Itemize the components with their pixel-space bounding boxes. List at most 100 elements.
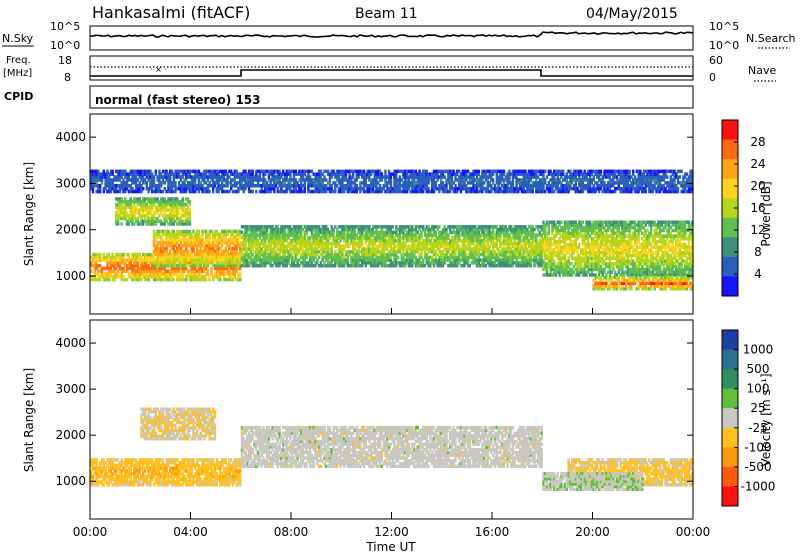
heatmap-cell xyxy=(247,227,251,232)
heatmap-cell xyxy=(267,255,271,260)
heatmap-cell xyxy=(298,236,301,240)
heatmap-cell xyxy=(172,269,175,273)
heatmap-cell xyxy=(389,250,393,254)
heatmap-cell xyxy=(416,261,419,265)
heatmap-cell xyxy=(291,244,294,248)
heatmap-cell xyxy=(242,252,245,257)
heatmap-cell xyxy=(228,272,231,276)
heatmap-cell xyxy=(262,252,265,257)
heatmap-cell xyxy=(368,252,371,257)
heatmap-cell xyxy=(387,227,391,232)
heatmap-cell xyxy=(242,239,245,243)
heatmap-cell xyxy=(271,264,274,268)
heatmap-cell xyxy=(393,244,396,248)
heatmap-cell xyxy=(158,255,161,259)
heatmap-cell xyxy=(111,269,114,273)
heatmap-cell xyxy=(265,233,269,237)
heatmap-cell xyxy=(140,266,143,271)
heatmap-cell xyxy=(357,261,360,265)
heatmap-cell xyxy=(186,275,190,279)
heatmap-cell xyxy=(404,227,407,232)
heatmap-cell xyxy=(269,230,272,235)
heatmap-cell xyxy=(357,241,360,246)
heatmap-cell xyxy=(337,236,341,240)
heatmap-cell xyxy=(296,247,299,251)
heatmap-cell xyxy=(269,252,272,257)
heatmap-cell xyxy=(418,227,421,232)
heatmap-cell xyxy=(156,244,159,248)
heatmap-cell xyxy=(152,255,156,259)
heatmap-cell xyxy=(382,236,385,240)
heatmap-cell xyxy=(260,241,263,246)
heatmap-cell xyxy=(285,247,288,251)
heatmap-cell xyxy=(154,261,157,265)
heatmap-cell xyxy=(420,255,423,260)
heatmap-cell xyxy=(122,252,125,257)
heatmap-cell xyxy=(411,252,414,257)
heatmap-cell xyxy=(265,244,269,248)
heatmap-cell xyxy=(413,227,416,232)
heatmap-cell xyxy=(107,277,111,282)
heatmap-cell xyxy=(230,261,233,265)
heatmap-cell xyxy=(312,264,315,268)
heatmap-cell xyxy=(251,261,254,265)
heatmap-cell xyxy=(285,233,288,237)
heatmap-cell xyxy=(249,236,253,240)
heatmap-cell xyxy=(282,239,285,243)
heatmap-cell xyxy=(116,269,120,273)
heatmap-cell xyxy=(201,235,204,239)
heatmap-cell xyxy=(154,235,157,239)
heatmap-cell xyxy=(400,247,403,251)
heatmap-cell xyxy=(425,261,428,265)
heatmap-cell xyxy=(255,225,258,229)
heatmap-cell xyxy=(370,255,373,260)
heatmap-cell xyxy=(201,252,204,256)
heatmap-cell xyxy=(389,233,393,237)
heatmap-cell xyxy=(251,252,254,257)
heatmap-cell xyxy=(152,252,156,256)
heatmap-cell xyxy=(339,230,342,235)
heatmap-cell xyxy=(380,261,384,265)
heatmap-cell xyxy=(106,272,109,276)
heatmap-cell xyxy=(276,239,279,243)
heatmap-cell xyxy=(106,258,109,262)
radar-title: Hankasalmi (fitACF) xyxy=(92,3,250,22)
heatmap-cell xyxy=(186,269,190,273)
heatmap-cell xyxy=(395,261,398,265)
heatmap-cell xyxy=(253,225,256,229)
heatmap-cell xyxy=(204,229,208,234)
heatmap-cell xyxy=(95,277,98,282)
heatmap-cell xyxy=(253,239,256,243)
heatmap-cell xyxy=(224,235,227,239)
heatmap-cell xyxy=(152,249,156,254)
heatmap-cell xyxy=(348,236,351,240)
heatmap-cell xyxy=(301,227,305,232)
heatmap-cell xyxy=(206,263,210,268)
heatmap-cell xyxy=(386,255,389,260)
heatmap-cell xyxy=(400,261,403,265)
heatmap-cell xyxy=(274,264,278,268)
heatmap-cell xyxy=(344,261,348,265)
heatmap-cell xyxy=(163,232,166,236)
heatmap-cell xyxy=(258,241,262,246)
heatmap-cell xyxy=(418,233,421,237)
heatmap-cell xyxy=(305,255,308,260)
heatmap-cell xyxy=(156,258,159,262)
heatmap-cell xyxy=(104,258,107,262)
heatmap-cell xyxy=(212,244,215,248)
heatmap-cell xyxy=(204,235,208,239)
heatmap-cell xyxy=(185,252,188,256)
heatmap-cell xyxy=(104,272,107,276)
heatmap-cell xyxy=(326,261,330,265)
heatmap-cell xyxy=(339,233,342,237)
heatmap-cell xyxy=(222,272,226,276)
heatmap-cell xyxy=(273,239,276,243)
heatmap-cell xyxy=(129,266,132,271)
heatmap-cell xyxy=(343,225,346,229)
heatmap-cell xyxy=(138,255,141,260)
heatmap-cell xyxy=(300,225,303,229)
heatmap-cell xyxy=(413,255,416,260)
heatmap-cell xyxy=(407,252,411,257)
heatmap-cell xyxy=(378,255,382,260)
heatmap-cell xyxy=(186,272,190,276)
